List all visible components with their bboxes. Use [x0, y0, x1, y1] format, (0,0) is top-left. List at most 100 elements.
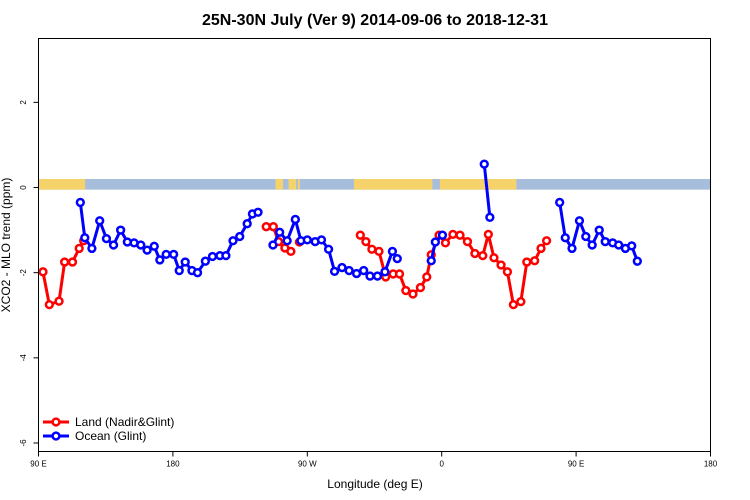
data-point — [351, 268, 362, 279]
data-point — [180, 257, 190, 267]
data-point — [508, 299, 519, 310]
data-point — [587, 240, 597, 250]
data-point — [136, 240, 146, 250]
data-point — [574, 216, 585, 226]
data-point — [448, 229, 458, 240]
legend-label: Ocean (Glint) — [75, 429, 146, 443]
data-point — [74, 243, 84, 254]
data-point — [372, 271, 383, 281]
data-point — [367, 244, 377, 254]
data-point — [192, 268, 203, 278]
data-point — [355, 230, 365, 240]
y-tick-label: -2 — [19, 269, 28, 277]
data-point — [316, 235, 327, 245]
data-point — [365, 271, 375, 281]
data-point — [286, 246, 296, 257]
data-point — [44, 299, 54, 310]
data-point — [426, 256, 436, 266]
land-band — [353, 179, 433, 190]
data-point — [221, 250, 231, 261]
data-point — [581, 231, 591, 242]
series-line — [482, 163, 492, 218]
data-point — [268, 240, 278, 250]
data-point — [59, 257, 70, 267]
data-point — [483, 229, 494, 240]
data-point — [516, 296, 526, 307]
data-point — [541, 236, 552, 246]
data-point — [174, 265, 184, 276]
data-point — [387, 246, 398, 257]
x-tick-label: 90 E — [568, 460, 584, 469]
data-point — [462, 236, 473, 247]
data-point — [290, 214, 301, 225]
legend-marker — [51, 417, 61, 427]
data-point — [253, 207, 263, 217]
chart-title: 25N-30N July (Ver 9) 2014-09-06 to 2018-… — [202, 12, 548, 29]
data-point — [470, 248, 480, 259]
data-point — [323, 244, 334, 254]
data-point — [261, 222, 271, 232]
data-point — [115, 225, 126, 235]
data-point — [502, 267, 513, 277]
data-point — [422, 272, 432, 282]
data-point — [275, 227, 285, 237]
data-point — [54, 296, 64, 306]
x-tick-label: 180 — [704, 460, 718, 469]
data-point — [337, 262, 347, 273]
data-point — [142, 245, 152, 255]
data-point — [374, 246, 384, 257]
data-point — [479, 159, 489, 169]
data-point — [149, 241, 159, 251]
x-tick-label: 180 — [166, 460, 180, 469]
data-point — [361, 236, 371, 247]
data-point — [38, 267, 48, 277]
data-point — [67, 257, 78, 267]
data-point — [344, 265, 354, 276]
data-point — [632, 256, 642, 266]
data-point — [200, 256, 211, 266]
data-point — [530, 256, 540, 266]
x-axis: 90 E 180 90 W 0 90 E 180 — [30, 451, 718, 469]
data-point — [228, 236, 238, 246]
data-point — [560, 233, 570, 243]
x-tick-label: 90 E — [30, 460, 46, 469]
legend-item: Land (Nadir&Glint) — [43, 415, 174, 429]
data-point — [101, 233, 112, 244]
y-tick-label: -6 — [19, 439, 28, 447]
data-point — [392, 253, 402, 264]
data-point — [627, 241, 637, 251]
data-point — [242, 219, 252, 229]
y-tick-label: 2 — [19, 100, 28, 105]
legend-marker — [51, 431, 61, 441]
series-land — [38, 222, 552, 310]
data-point — [567, 243, 577, 254]
data-point — [401, 285, 411, 296]
data-point — [440, 238, 451, 248]
data-point — [455, 230, 465, 240]
data-point — [415, 282, 426, 293]
series-layer — [38, 159, 642, 310]
y-tick-label: 0 — [19, 185, 28, 190]
data-point — [536, 243, 546, 254]
data-point — [437, 230, 448, 240]
data-point — [268, 222, 278, 232]
data-point — [329, 266, 340, 277]
data-point — [614, 240, 624, 250]
data-point — [302, 235, 312, 245]
data-point — [478, 250, 488, 261]
data-point — [394, 269, 405, 279]
data-point — [80, 233, 90, 243]
y-axis: -6 -4 -2 0 2 — [19, 100, 39, 447]
data-point — [522, 257, 532, 267]
data-point — [489, 253, 499, 263]
data-point — [207, 251, 218, 262]
data-point — [408, 289, 418, 299]
data-point — [108, 240, 119, 250]
data-point — [282, 236, 292, 246]
data-point — [594, 225, 604, 235]
data-point — [75, 197, 85, 208]
data-point — [496, 260, 506, 270]
plot-frame — [38, 38, 711, 452]
x-tick-label: 0 — [439, 460, 444, 469]
land-band — [297, 179, 300, 190]
